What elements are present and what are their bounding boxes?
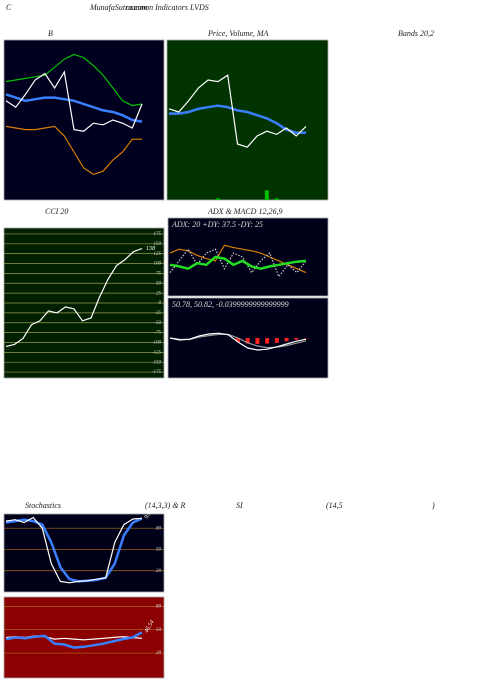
indicator-line	[169, 332, 307, 351]
indicator-line	[169, 248, 307, 278]
panel-caption: Price, Volume, MA	[207, 29, 269, 38]
value-label: 93.69	[144, 505, 156, 520]
panel-caption: CCI 20	[45, 207, 68, 216]
panel-caption: (14,3,3) & R	[145, 501, 186, 510]
y-tick-label: 50	[156, 281, 162, 286]
y-tick-label: 50	[156, 628, 162, 633]
y-tick-label: -50	[154, 321, 161, 326]
y-tick-label: 75	[156, 272, 162, 277]
y-tick-label: -175	[152, 370, 162, 375]
panel-caption: Bands 20,2	[398, 29, 434, 38]
y-tick-label: 20	[156, 569, 162, 574]
bar	[236, 338, 240, 342]
y-tick-label: 125	[154, 252, 162, 257]
y-tick-label: 25	[156, 291, 162, 296]
indicator-line	[5, 516, 143, 584]
y-tick-label: 175	[154, 232, 162, 237]
panel-caption: ADX & MACD 12,26,9	[207, 207, 282, 216]
panel-caption: )	[431, 501, 435, 510]
panel	[166, 39, 329, 201]
watermark: MunafaSutra.com	[171, 569, 352, 596]
indicator-line	[5, 125, 142, 176]
y-tick-label: -150	[152, 360, 162, 365]
bar	[215, 198, 220, 200]
indicator-line	[169, 255, 307, 271]
header-site: MunafaSutra.com	[89, 3, 148, 12]
indicator-line	[169, 333, 307, 349]
panel-caption: (14,5	[326, 501, 343, 510]
panel-caption: 50.78, 50.82, -0.0399999999999999	[172, 300, 289, 309]
indicator-line	[168, 74, 307, 148]
bar	[274, 338, 279, 343]
header-subtitle: common Indicators LVDS	[126, 3, 209, 12]
bar	[284, 338, 289, 342]
bar	[274, 198, 279, 200]
panel-caption: ADX: 20 +DY: 37.5 -DY: 25	[171, 220, 263, 229]
bar	[265, 338, 270, 344]
y-tick-label: -75	[154, 331, 161, 336]
y-tick-label: 80	[156, 604, 162, 609]
panel	[3, 39, 165, 201]
indicator-line	[5, 70, 143, 132]
value-label: 138	[146, 246, 155, 252]
indicator-line	[5, 247, 143, 347]
y-tick-label: 80	[156, 526, 162, 531]
panel-caption: B	[48, 29, 53, 38]
y-tick-label: -125	[152, 350, 162, 355]
y-tick-label: 50	[156, 548, 162, 553]
y-tick-label: 0	[159, 301, 162, 306]
indicator-line	[169, 104, 306, 135]
bar	[255, 338, 260, 344]
indicator-line	[5, 53, 143, 107]
indicator-line	[5, 631, 143, 649]
y-tick-label: 150	[154, 242, 162, 247]
header-c: C	[6, 3, 12, 12]
y-tick-label: -100	[152, 341, 162, 346]
panel	[167, 217, 329, 297]
bar	[245, 338, 250, 344]
panel	[3, 513, 165, 593]
panel-caption: Stochastics	[25, 501, 61, 510]
y-tick-label: -25	[154, 311, 161, 316]
bar	[294, 338, 299, 340]
y-tick-label: 100	[154, 262, 162, 267]
panel-caption: SI	[236, 501, 243, 510]
bar	[264, 190, 269, 200]
y-tick-label: 20	[156, 651, 162, 656]
indicator-line	[5, 93, 143, 123]
